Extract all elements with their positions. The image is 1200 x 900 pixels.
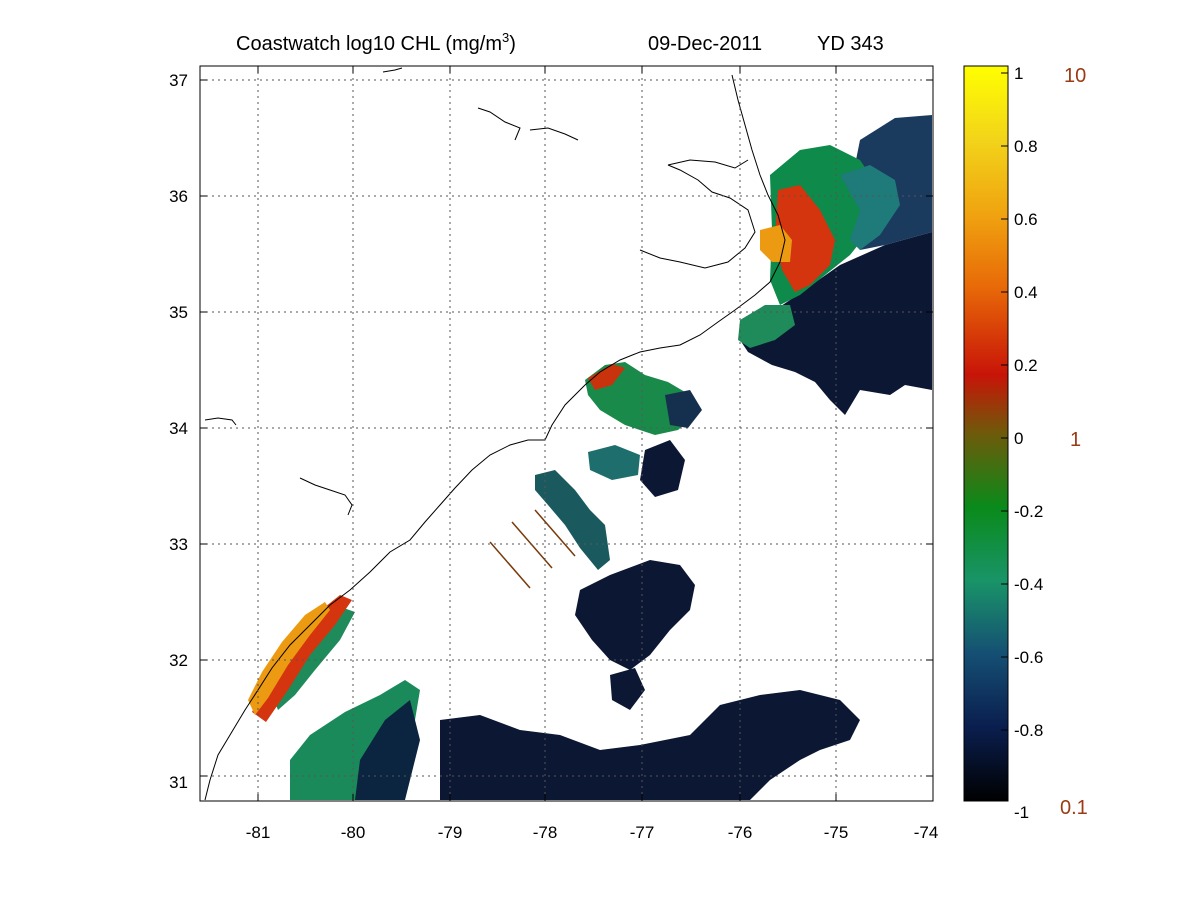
y-tick-label: 36 <box>169 187 188 206</box>
track-line-2 <box>511 521 553 569</box>
track-line-3 <box>534 509 576 557</box>
map-frame <box>199 65 934 802</box>
colorbar-tick-label: -1 <box>1014 803 1029 822</box>
x-tick-label: -80 <box>341 823 366 842</box>
onslow-low-chl <box>665 390 702 428</box>
chlorophyll-fields <box>248 115 932 800</box>
colorbar-frame <box>963 65 1009 802</box>
y-tick-label: 32 <box>169 651 188 670</box>
track-line-1 <box>489 541 531 589</box>
y-tick-label: 35 <box>169 303 188 322</box>
sc-coast-high-chl <box>252 595 352 722</box>
map-tick-marks <box>200 66 934 801</box>
y-axis-labels: 37 36 35 34 33 32 31 <box>169 71 188 792</box>
colorbar-ticks <box>1001 72 1008 802</box>
river-inlet-sw <box>204 417 237 426</box>
sc-coast-very-high-chl <box>248 602 330 715</box>
pamlico-very-high-chl <box>760 225 792 262</box>
map-gridlines <box>200 66 933 801</box>
offshore-low-chl-south <box>440 690 860 800</box>
colorbar-tick-label: 0.4 <box>1014 283 1038 302</box>
concentration-labels: 10 1 0.1 <box>1060 65 1088 819</box>
map-title: Coastwatch log10 CHL (mg/m3) <box>236 30 516 55</box>
x-tick-label: -81 <box>246 823 271 842</box>
colorbar-tick-label: -0.8 <box>1014 721 1043 740</box>
map-yearday: YD 343 <box>817 33 884 55</box>
ratio-label-mid: 1 <box>1070 429 1081 451</box>
offshore-low-chl-patch <box>610 668 645 710</box>
colorbar-gradient <box>964 66 1008 801</box>
y-tick-label: 34 <box>169 419 188 438</box>
y-tick-label: 31 <box>169 773 188 792</box>
ship-tracks <box>489 509 576 589</box>
hatteras-teal-chl <box>840 165 900 250</box>
x-axis-labels: -81 -80 -79 -78 -77 -76 -75 -74 <box>246 823 939 842</box>
georgia-shelf-low-chl <box>355 700 420 800</box>
x-tick-label: -76 <box>728 823 753 842</box>
offshore-low-chl-central <box>575 560 695 670</box>
sound-shoreline <box>639 164 756 269</box>
river-inlet-north-2 <box>529 127 579 141</box>
y-tick-label: 33 <box>169 535 188 554</box>
colorbar-tick-label: 1 <box>1014 64 1023 83</box>
river-inlet-west <box>299 477 353 516</box>
offshore-low-chl-north <box>740 232 932 415</box>
colorbar-tick-label: 0 <box>1014 429 1023 448</box>
colorbar-tick-label: 0.6 <box>1014 210 1038 229</box>
colorbar-tick-label: 0.8 <box>1014 137 1038 156</box>
x-tick-label: -75 <box>824 823 849 842</box>
colorbar: 1 0.8 0.6 0.4 0.2 0 -0.2 -0.4 -0.6 -0.8 … <box>963 64 1043 822</box>
onslow-high-chl <box>588 364 625 390</box>
midshelf-teal-chl <box>588 445 640 480</box>
ratio-label-low: 0.1 <box>1060 797 1088 819</box>
colorbar-tick-label: -0.6 <box>1014 648 1043 667</box>
frying-pan-mixed-chl <box>535 470 610 570</box>
colorbar-tick-label: -0.4 <box>1014 575 1043 594</box>
x-tick-label: -79 <box>438 823 463 842</box>
x-tick-label: -77 <box>630 823 655 842</box>
coastline <box>204 74 786 801</box>
ratio-label-high: 10 <box>1064 65 1086 87</box>
colorbar-tick-label: 0.2 <box>1014 356 1038 375</box>
river-inlet-north <box>477 107 521 141</box>
y-tick-label: 37 <box>169 71 188 90</box>
river-inlet-ne <box>382 67 403 73</box>
colorbar-tick-label: -0.2 <box>1014 502 1043 521</box>
x-tick-label: -78 <box>533 823 558 842</box>
cape-lookout-mixed-chl <box>738 305 795 348</box>
map-date: 09-Dec-2011 <box>648 33 762 55</box>
map-panel <box>199 65 934 802</box>
x-tick-label: -74 <box>914 823 939 842</box>
albemarle-shoreline <box>667 159 749 169</box>
hatteras-high-chl <box>775 185 835 292</box>
midshelf-low-chl <box>640 440 685 497</box>
